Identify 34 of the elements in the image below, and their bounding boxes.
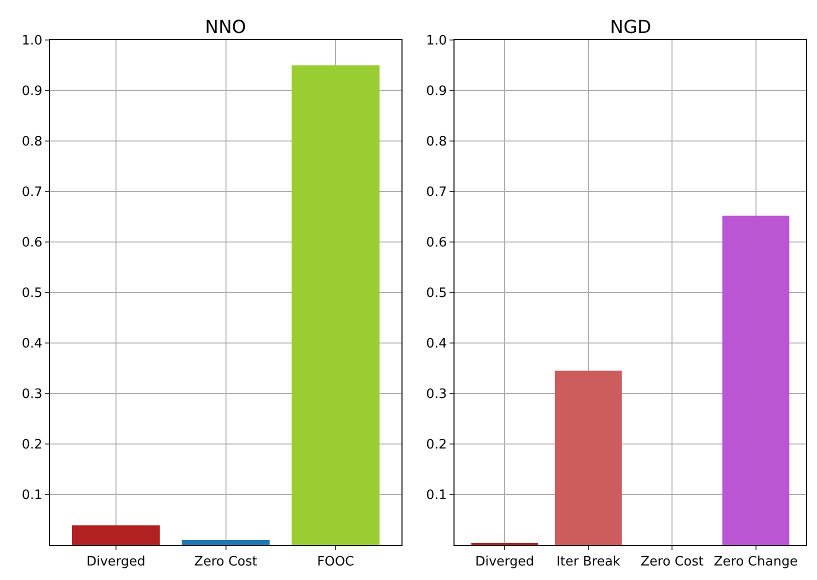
x-tick-label: Iter Break	[556, 554, 621, 570]
y-tick-label: 0.6	[22, 236, 42, 251]
y-tick-label: 0.1	[426, 488, 447, 504]
chart-title: NGD	[610, 17, 652, 38]
x-tick-label: Zero Change	[714, 554, 798, 570]
y-tick-label: 0.9	[22, 84, 42, 100]
y-tick-label: 0.2	[22, 438, 42, 453]
y-tick-label: 0.3	[426, 387, 447, 402]
y-tick-label: 1.0	[22, 34, 42, 49]
y-tick-label: 0.6	[426, 236, 447, 251]
bar	[292, 65, 380, 545]
y-tick-label: 0.8	[22, 134, 42, 150]
x-tick-label: Zero Cost	[640, 554, 704, 570]
bar	[72, 525, 160, 545]
y-tick-label: 1.0	[426, 34, 447, 49]
x-tick-label: Diverged	[475, 554, 534, 570]
y-tick-label: 0.1	[22, 488, 42, 504]
bar	[182, 540, 270, 545]
x-tick-label: FOOC	[317, 554, 354, 570]
y-tick-label: 0.7	[22, 185, 42, 200]
y-tick-label: 0.3	[22, 387, 42, 402]
bar	[554, 370, 622, 545]
x-tick-label: Diverged	[86, 554, 146, 570]
y-tick-label: 0.4	[426, 336, 447, 352]
y-tick-label: 0.5	[22, 286, 42, 302]
y-tick-label: 0.5	[426, 286, 447, 302]
x-tick-label: Zero Cost	[194, 554, 258, 570]
y-tick-label: 0.8	[426, 134, 447, 150]
y-tick-label: 0.9	[426, 84, 447, 100]
y-tick-label: 0.7	[426, 185, 447, 200]
bar	[722, 216, 790, 545]
chart-title: NNO	[205, 17, 246, 38]
y-tick-label: 0.4	[22, 336, 42, 352]
y-tick-label: 0.2	[426, 438, 447, 453]
